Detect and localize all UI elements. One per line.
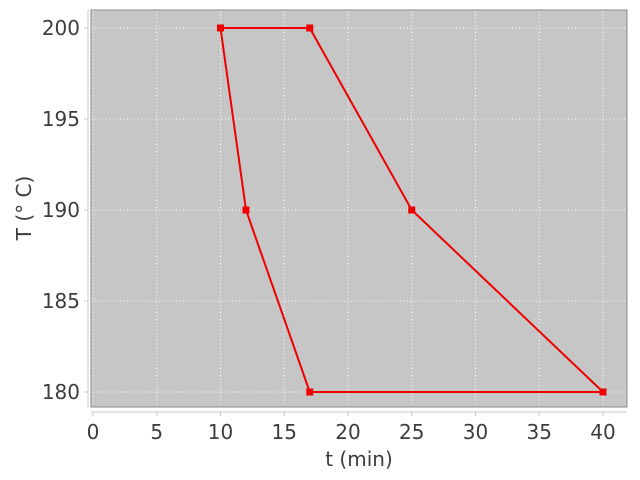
data-point-marker <box>599 388 607 396</box>
data-point-marker <box>408 206 416 214</box>
y-tick-label: 195 <box>41 107 80 131</box>
data-point-marker <box>306 24 314 32</box>
x-tick-label: 0 <box>86 420 100 444</box>
plot-area <box>91 10 627 407</box>
x-tick-label: 40 <box>590 420 616 444</box>
x-tick-label: 5 <box>150 420 164 444</box>
y-tick-label: 180 <box>41 380 80 404</box>
x-tick-label: 35 <box>526 420 552 444</box>
x-tick-label: 25 <box>399 420 425 444</box>
x-tick-label: 10 <box>207 420 234 444</box>
plot-border <box>90 9 628 408</box>
y-tick-label: 185 <box>41 289 80 313</box>
x-axis-label: t (min) <box>325 447 393 471</box>
y-tick-label: 190 <box>41 198 80 222</box>
x-tick-label: 20 <box>335 420 361 444</box>
x-tick-label: 30 <box>462 420 489 444</box>
data-point-marker <box>242 206 250 214</box>
y-tick-label: 200 <box>41 16 80 40</box>
y-axis-label: T (° C) <box>12 175 36 241</box>
x-tick-label: 15 <box>271 420 297 444</box>
data-point-marker <box>217 24 224 32</box>
data-point-marker <box>306 388 314 396</box>
